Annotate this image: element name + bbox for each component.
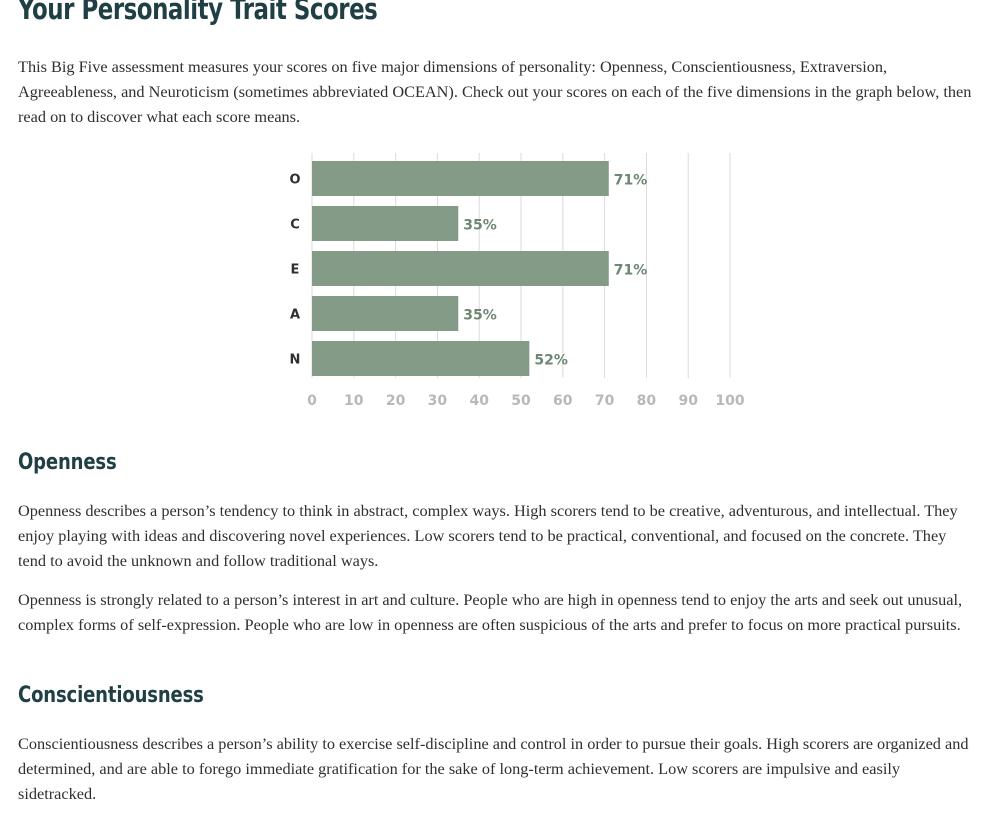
x-axis-tick-label: 70	[595, 393, 615, 409]
x-axis-tick-label: 100	[715, 393, 744, 409]
trait-category-label: A	[290, 308, 300, 323]
openness-paragraph-1: Openness describes a person’s tendency t…	[18, 501, 958, 570]
trait-value-label: 71%	[614, 173, 648, 189]
x-axis-tick-label: 60	[553, 393, 573, 409]
trait-value-label: 35%	[463, 308, 497, 324]
trait-category-label: O	[289, 173, 300, 188]
page-title: Your Personality Trait Scores	[18, 0, 378, 26]
trait-scores-chart: O 71% C 35% E 71% A 35% N 52% 0 10 20 30 40 50 60 70 80 90 1…	[282, 150, 762, 415]
openness-heading: Openness	[18, 450, 117, 475]
x-axis-tick-label: 90	[678, 393, 698, 409]
trait-category-label: E	[291, 263, 300, 278]
x-axis-tick-label: 10	[344, 393, 364, 409]
x-axis-tick-label: 20	[386, 393, 406, 409]
x-axis-tick-label: 30	[428, 393, 448, 409]
trait-bar	[312, 251, 609, 286]
x-axis-tick-label: 40	[469, 393, 489, 409]
trait-category-label: C	[290, 218, 300, 233]
intro-paragraph: This Big Five assessment measures your s…	[18, 57, 972, 126]
conscientiousness-paragraph-1: Conscientiousness describes a person’s a…	[18, 734, 969, 803]
trait-bar-chart-svg: O 71% C 35% E 71% A 35% N 52% 0 10 20 30 40 50 60 70 80 90 1…	[289, 153, 745, 409]
x-axis-tick-label: 80	[637, 393, 657, 409]
trait-value-label: 71%	[614, 263, 648, 279]
trait-value-label: 52%	[534, 353, 568, 369]
trait-bar	[312, 161, 609, 196]
trait-bar	[312, 206, 459, 241]
trait-bar	[312, 296, 459, 331]
x-axis-tick-label: 0	[307, 393, 317, 409]
trait-bar	[312, 341, 530, 376]
conscientiousness-heading: Conscientiousness	[18, 683, 204, 708]
x-axis-tick-label: 50	[511, 393, 531, 409]
trait-category-label: N	[290, 353, 301, 368]
trait-value-label: 35%	[463, 218, 497, 234]
openness-paragraph-2: Openness is strongly related to a person…	[18, 590, 963, 634]
